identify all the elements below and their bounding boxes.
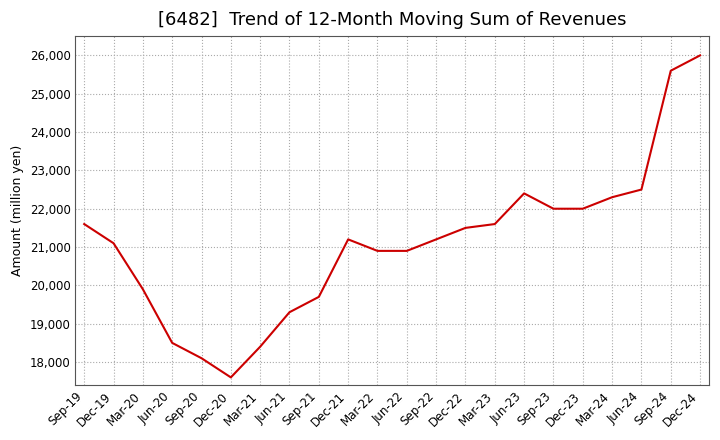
Title: [6482]  Trend of 12-Month Moving Sum of Revenues: [6482] Trend of 12-Month Moving Sum of R…: [158, 11, 626, 29]
Y-axis label: Amount (million yen): Amount (million yen): [11, 145, 24, 276]
